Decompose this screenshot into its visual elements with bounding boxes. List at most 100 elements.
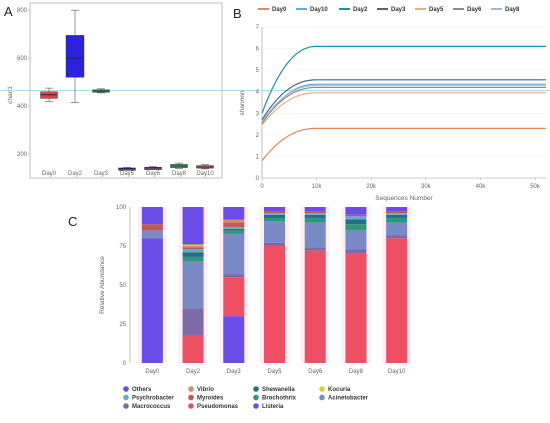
panel-label-b: B <box>233 6 242 21</box>
legend-dot-myroides <box>188 394 194 401</box>
bar-segment-day2-acinetobacter <box>182 261 204 309</box>
bar-segment-day3-pseudomonas <box>223 277 245 317</box>
stacked-y-label: Relative Abundance <box>99 256 106 314</box>
bar-segment-day6-acinetobacter <box>304 222 326 248</box>
box-day2 <box>65 35 85 78</box>
bar-segment-day3-macrococcus <box>223 274 245 278</box>
bar-segment-day2-macrococcus <box>182 308 204 335</box>
legend-label-kocuria: Kocuria <box>328 387 351 393</box>
legend-label-psychrobacter: Psychrobacter <box>132 396 174 402</box>
panel-label-a: A <box>4 4 13 19</box>
boxplot-x-tick-label: Day0 <box>42 171 57 177</box>
boxplot-x-tick-label: Day5 <box>120 171 135 177</box>
rarefaction-y-label: shannon <box>239 90 246 115</box>
legend-dot-macrococcus <box>123 403 129 409</box>
bar-segment-day0-myroides <box>141 224 163 231</box>
bar-segment-day2-vibrio <box>182 246 204 248</box>
boxplot-x-tick-label: Day6 <box>146 171 161 177</box>
bar-segment-day6-others <box>304 207 326 212</box>
rarefaction-x-label: Sequences Number <box>375 195 433 202</box>
bar-segment-day3-listeria <box>223 316 245 363</box>
legend-label-listeria: Listeria <box>262 404 284 410</box>
bar-segment-day2-shewanella <box>182 252 204 257</box>
rarefaction-line-day2 <box>261 45 546 114</box>
bar-segment-day5-macrococcus <box>264 242 285 246</box>
bar-segment-day3-psychrobacter <box>223 227 245 229</box>
legend-label-day10: Day10 <box>310 7 328 13</box>
rarefaction-line-day0 <box>261 127 546 162</box>
stacked-y-tick-label: 25 <box>119 322 126 328</box>
legend-label-day6: Day6 <box>467 7 482 13</box>
bar-segment-day8-brochothrix <box>345 224 367 231</box>
legend-dot-shewanella <box>253 386 259 392</box>
stacked-y-tick-label: 100 <box>116 205 127 211</box>
rarefaction-line-day8 <box>261 84 546 123</box>
bar-segment-day10-macrococcus <box>386 235 408 239</box>
bar-segment-day3-others <box>223 207 245 220</box>
legend-label-acinetobacter: Acinetobacter <box>328 396 369 402</box>
bar-segment-day10-shewanella <box>386 214 408 218</box>
stacked-x-tick-label: Day0 <box>145 369 160 375</box>
legend-dot-pseudomonas <box>188 403 194 409</box>
box-day5 <box>118 167 136 171</box>
rarefaction-y-tick-label: 6 <box>256 47 260 53</box>
rarefaction-y-tick-label: 1 <box>256 154 260 160</box>
bar-segment-day2-psychrobacter <box>182 249 204 253</box>
bar-segment-day0-listeria <box>141 238 163 363</box>
legend-dot-others <box>123 386 129 392</box>
bar-segment-day5-brochothrix <box>264 217 285 222</box>
bar-segment-day5-shewanella <box>264 214 285 218</box>
bar-segment-day2-kocuria <box>182 244 204 246</box>
bar-segment-day2-myroides <box>182 247 204 250</box>
bar-segment-day10-others <box>386 207 408 212</box>
bar-segment-day8-acinetobacter <box>345 230 367 250</box>
stacked-y-tick-label: 75 <box>119 244 126 250</box>
stacked-x-tick-label: Day6 <box>308 369 323 375</box>
bar-segment-day3-shewanella <box>223 228 245 231</box>
stacked-x-tick-label: Day8 <box>349 369 364 375</box>
legend-label-day2: Day2 <box>353 7 368 13</box>
rarefaction-y-tick-label: 0 <box>256 176 260 182</box>
bar-segment-day6-pseudomonas <box>304 250 326 363</box>
rarefaction-line-day6 <box>261 86 546 124</box>
bar-segment-day10-psychrobacter <box>386 213 408 215</box>
boxplot-y-tick-label: 200 <box>17 152 28 158</box>
stacked-x-tick-label: Day5 <box>267 369 282 375</box>
bar-segment-day8-psychrobacter <box>345 216 367 220</box>
legend-dot-brochothrix <box>253 394 259 401</box>
legend-dot-acinetobacter <box>319 394 325 401</box>
stacked-bar-chart: 0 25 50 75 100 Day0 Day2 Day3 Day5 Day6 Day8 Day10… <box>99 205 412 410</box>
bar-segment-day6-brochothrix <box>304 217 326 223</box>
boxplot-y-tick-label: 800 <box>17 8 28 14</box>
boxplot-x-tick-label: Day10 <box>196 171 214 177</box>
stacked-y-tick-label: 0 <box>123 361 127 367</box>
bar-segment-day6-myroides <box>304 211 326 214</box>
panel-label-c: C <box>68 214 77 229</box>
rarefaction-y-tick-label: 7 <box>256 25 260 31</box>
bar-segment-day10-acinetobacter <box>386 222 408 236</box>
rarefaction-y-tick-label: 3 <box>256 111 260 117</box>
stacked-x-tick-label: Day2 <box>186 369 201 375</box>
legend-dot-listeria <box>253 403 259 409</box>
legend-label-brochothrix: Brochothrix <box>262 396 297 402</box>
bar-segment-day0-acinetobacter <box>141 230 163 239</box>
rarefaction-x-tick-label: 30k <box>421 184 432 190</box>
rarefaction-x-tick-label: 0 <box>260 184 264 190</box>
bar-segment-day2-others <box>182 207 204 245</box>
bar-segment-day8-macrococcus <box>345 249 367 254</box>
legend-label-myroides: Myroides <box>197 396 224 402</box>
legend-label-vibrio: Vibrio <box>197 387 214 393</box>
bar-segment-day3-myroides <box>223 222 245 228</box>
rarefaction-x-tick-label: 10k <box>312 184 323 190</box>
bar-segment-day5-pseudomonas <box>264 246 285 363</box>
legend-label-macrococcus: Macrococcus <box>132 404 171 410</box>
boxplot-x-tick-label: Day3 <box>94 171 109 177</box>
bar-segment-day8-shewanella <box>345 219 367 225</box>
bar-segment-day6-psychrobacter <box>304 213 326 215</box>
boxplot-y-label: chao1 <box>7 86 14 104</box>
stacked-y-tick-label: 50 <box>119 283 126 289</box>
bar-segment-day5-others <box>264 207 285 212</box>
legend-label-others: Others <box>132 387 152 393</box>
boxplot-chao1: chao1 200 400 600 800 Day0 Day2 Day3 Day5 Day6 D… <box>0 2 550 179</box>
bar-segment-day2-brochothrix <box>182 256 204 262</box>
